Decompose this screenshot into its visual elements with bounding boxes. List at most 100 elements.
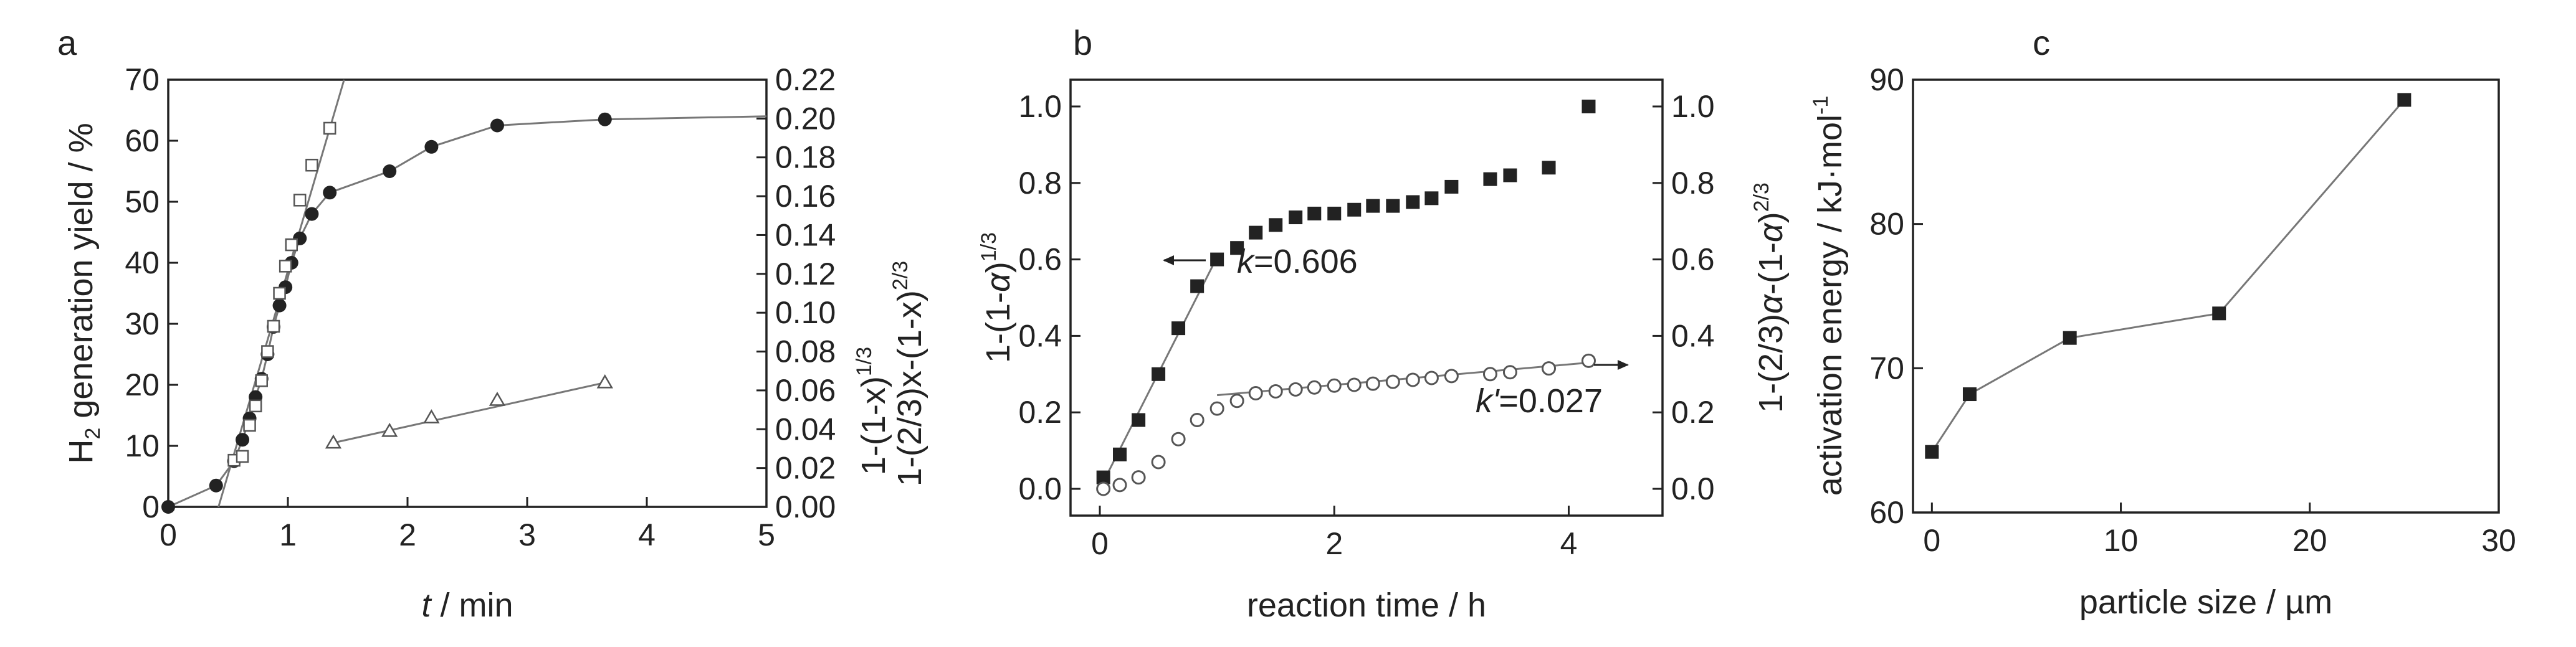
- panel-a-data-point: [161, 500, 175, 514]
- panel-b-data-point: [1113, 447, 1127, 461]
- panel-b: b 0 2 4 0.0 0.2 0.4 0.6 0.8 1.0 0.0 0.2 0.4 0.6 0.8…: [977, 23, 1790, 624]
- panel-a-data-point: [236, 450, 249, 463]
- panel-b-data-point: [1581, 353, 1596, 368]
- panel-a-left-y-label: H2 generation yield / %: [62, 123, 105, 463]
- panel-b-data-point: [1289, 210, 1303, 225]
- panel-b-data-point: [1230, 241, 1244, 255]
- panel-b-right-y-tick-label: 1.0: [1671, 89, 1715, 124]
- panel-a-left-y-tick-label: 70: [125, 62, 160, 97]
- panel-b-data-point: [1096, 470, 1110, 484]
- panel-b-data-point: [1171, 321, 1186, 336]
- panel-b-right-y-label-sup: 2/3: [1750, 182, 1773, 212]
- panel-a-left-y-label-post: generation yield / %: [62, 123, 100, 427]
- panel-b-x-label: reaction time / h: [1247, 587, 1486, 624]
- panel-a-right-y-axis: 0.000.02 0.04 0.06 0.08 0.10 0.12 0.140.16 0.18…: [756, 62, 836, 524]
- panel-a-right-y-tick-label: 0.22: [775, 62, 836, 97]
- panel-c-data-point: [1962, 387, 1977, 402]
- panel-b-left-y-tick-label: 0.0: [1018, 471, 1062, 506]
- panel-a-right-y-label-2-text: 1-(2/3)x-(1-x): [891, 290, 928, 486]
- panel-b-data-point: [1171, 432, 1186, 446]
- panel-c-y-axis: 60 70 80 90: [1869, 62, 1923, 530]
- panel-a-right-y-label-1: 1-(1-x)1/3: [852, 347, 892, 475]
- panel-a-right-y-tick-label: 0.04: [775, 412, 836, 446]
- panel-c-data-point: [2063, 331, 2077, 345]
- panel-a-left-y-tick-label: 30: [125, 306, 160, 341]
- panel-b-left-y-label-post: ): [980, 262, 1017, 273]
- panel-a-left-y-axis: 0 10 20 30 40 50 60 70: [125, 62, 178, 524]
- panel-a-right-y-tick-label: 0.18: [775, 140, 836, 175]
- panel-b-data-point: [1502, 365, 1517, 380]
- panel-b-data-point: [1268, 384, 1283, 399]
- panel-b-x-tick-label: 0: [1091, 526, 1109, 561]
- panel-b-right-y-tick-label: 0.2: [1671, 395, 1715, 430]
- panel-a-x-tick-label: 3: [518, 517, 536, 552]
- panel-a-data-marks: [161, 112, 767, 514]
- panel-a-right-y-label-2-sup: 2/3: [889, 261, 912, 290]
- panel-a-left-y-tick-label: 10: [125, 428, 160, 463]
- panel-a-data-point: [272, 298, 287, 313]
- panel-b-data-point: [1405, 372, 1420, 387]
- panel-b-data-point: [1542, 161, 1556, 175]
- panel-a-right-y-label-1-sup: 1/3: [852, 347, 876, 376]
- panel-b-data-point: [1269, 218, 1283, 232]
- panel-b-data-point: [1229, 394, 1244, 409]
- panel-b-data-point: [1444, 369, 1459, 384]
- panel-b-data-point: [1307, 206, 1322, 220]
- panel-c-x-label-pre: particle size /: [2079, 583, 2285, 621]
- panel-b-data-point: [1112, 478, 1127, 493]
- panel-a-data-point: [273, 286, 286, 300]
- panel-a-data-point: [249, 399, 262, 413]
- panel-b-data-point: [1482, 367, 1497, 382]
- annotation-k-value: =0.606: [1254, 243, 1358, 280]
- arrowhead-left: [1163, 255, 1174, 265]
- panel-b-data-point: [1190, 412, 1205, 427]
- panel-a-left-y-tick-label: 20: [125, 367, 160, 402]
- panel-a-left-y-label-sub: 2: [81, 428, 105, 440]
- panel-b-right-y-label-mid: -(1-: [1752, 242, 1790, 295]
- panel-a-data-point: [423, 409, 440, 423]
- panel-b-data-point: [1365, 376, 1380, 391]
- panel-a-x-tick-label: 4: [638, 517, 656, 552]
- panel-b-left-y-label: 1-(1-α)1/3: [977, 232, 1017, 363]
- panel-b-data-point: [1406, 195, 1420, 209]
- annotation-k: k=0.606: [1237, 243, 1358, 280]
- panel-c-series-line: [1931, 99, 2405, 453]
- panel-c-x-tick-label: 20: [2292, 523, 2327, 558]
- panel-a-data-point: [598, 112, 612, 126]
- panel-b-letter: b: [1073, 23, 1092, 62]
- panel-b-data-point: [1209, 401, 1224, 416]
- panel-a-right-y-tick-label: 0.20: [775, 101, 836, 136]
- panel-c-x-axis: 0 10 20 30: [1923, 503, 2516, 558]
- panel-b-right-y-label-var2: α: [1752, 222, 1790, 242]
- panel-a-data-point: [267, 319, 280, 333]
- panel-b-data-point: [1152, 367, 1166, 381]
- panel-b-data-point: [1424, 371, 1439, 385]
- panel-a-data-point: [285, 238, 298, 252]
- panel-b-right-y-tick-label: 0.8: [1671, 166, 1715, 201]
- panel-b-data-point: [1503, 168, 1517, 182]
- panel-c-letter: c: [2033, 23, 2050, 62]
- panel-b-left-y-label-var: α: [980, 272, 1017, 292]
- panel-b-left-y-axis: 0.0 0.2 0.4 0.6 0.8 1.0: [1018, 89, 1080, 506]
- panel-a-right-y-label-1-text: 1-(1-x): [855, 376, 892, 475]
- panel-b-left-y-tick-label: 1.0: [1018, 89, 1062, 124]
- panel-a-data-point: [596, 374, 613, 389]
- panel-b-left-y-tick-label: 0.2: [1018, 395, 1062, 430]
- panel-b-data-point: [1581, 99, 1596, 113]
- panel-b-data-point: [1327, 378, 1342, 393]
- panel-a-plot-frame: [167, 78, 768, 508]
- panel-a-data-point: [209, 478, 223, 493]
- panel-a-right-y-tick-label: 0.02: [775, 451, 836, 486]
- panel-a-data-point: [255, 374, 269, 387]
- panel-b-right-y-tick-label: 0.0: [1671, 471, 1715, 506]
- panel-a-right-y-tick-label: 0.10: [775, 295, 836, 330]
- panel-b-data-point: [1424, 191, 1439, 205]
- panel-a-left-y-label-pre: H: [62, 440, 100, 464]
- panel-a-right-y-tick-label: 0.00: [775, 489, 836, 524]
- panel-a-data-point: [323, 121, 336, 135]
- panel-a-right-y-label-2: 1-(2/3)x-(1-x)2/3: [889, 261, 928, 486]
- panel-a-x-axis: 0 1 2 3 4 5: [160, 497, 775, 552]
- panel-a-x-tick-label: 2: [399, 517, 416, 552]
